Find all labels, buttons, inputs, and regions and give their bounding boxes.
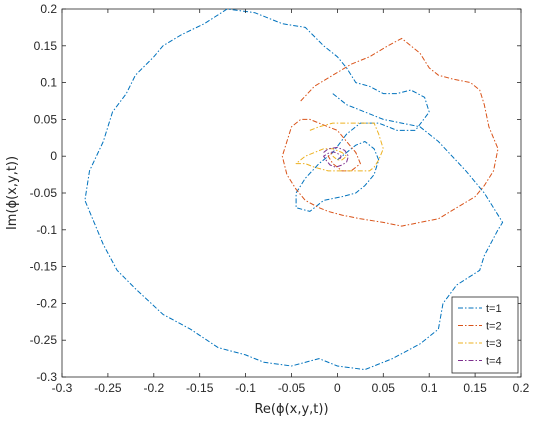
y-tick-label: -0.15: [30, 260, 58, 274]
y-tick-label: -0.05: [30, 186, 58, 200]
x-tick-label: -0.05: [278, 381, 306, 395]
series-line-2: [281, 37, 499, 227]
legend-entry-label: t=4: [486, 356, 502, 368]
y-ticks: -0.3 -0.25 -0.2 -0.15 -0.1 -0.05 0 0.05 0.1 0.15 0…: [30, 2, 521, 384]
x-axis-label: Re(ϕ(x,y,t)): [254, 402, 328, 417]
y-tick-label: 0: [50, 149, 57, 163]
legend-entry-label: t=3: [486, 338, 502, 350]
x-tick-label: 0: [334, 381, 341, 395]
legend: t=1 t=2 t=3 t=4: [451, 296, 519, 374]
y-tick-label: -0.3: [36, 370, 57, 384]
x-tick-label: -0.25: [94, 381, 122, 395]
y-axis-label: Im(ϕ(x,y,t)): [5, 156, 20, 230]
series-line-4: [323, 146, 349, 168]
x-tick-label: 0.1: [421, 381, 438, 395]
series-line-1: [84, 8, 504, 371]
legend-entry-label: t=2: [486, 321, 502, 333]
axes-box: [61, 8, 522, 378]
y-tick-label: 0.2: [40, 2, 57, 16]
series-line-3: [295, 122, 384, 172]
y-tick-label: 0.15: [34, 39, 58, 53]
x-tick-label: 0.2: [513, 381, 530, 395]
x-tick-label: -0.1: [235, 381, 256, 395]
x-tick-label: -0.2: [143, 381, 164, 395]
y-tick-label: -0.25: [30, 333, 58, 347]
x-tick-label: -0.3: [52, 381, 73, 395]
plot-area: -0.3 -0.25 -0.2 -0.15 -0.1 -0.05 0 0.05 0.1 0.15 0…: [30, 2, 530, 395]
x-tick-label: 0.05: [372, 381, 396, 395]
y-tick-label: -0.2: [36, 296, 57, 310]
x-tick-label: -0.15: [186, 381, 214, 395]
x-tick-label: 0.15: [463, 381, 487, 395]
x-ticks: -0.3 -0.25 -0.2 -0.15 -0.1 -0.05 0 0.05 0.1 0.15 0…: [52, 9, 530, 395]
series-layer: [84, 8, 504, 371]
legend-entry-label: t=1: [486, 303, 502, 315]
y-tick-label: -0.1: [36, 223, 57, 237]
y-tick-label: 0.05: [34, 112, 58, 126]
y-tick-label: 0.1: [40, 76, 57, 90]
